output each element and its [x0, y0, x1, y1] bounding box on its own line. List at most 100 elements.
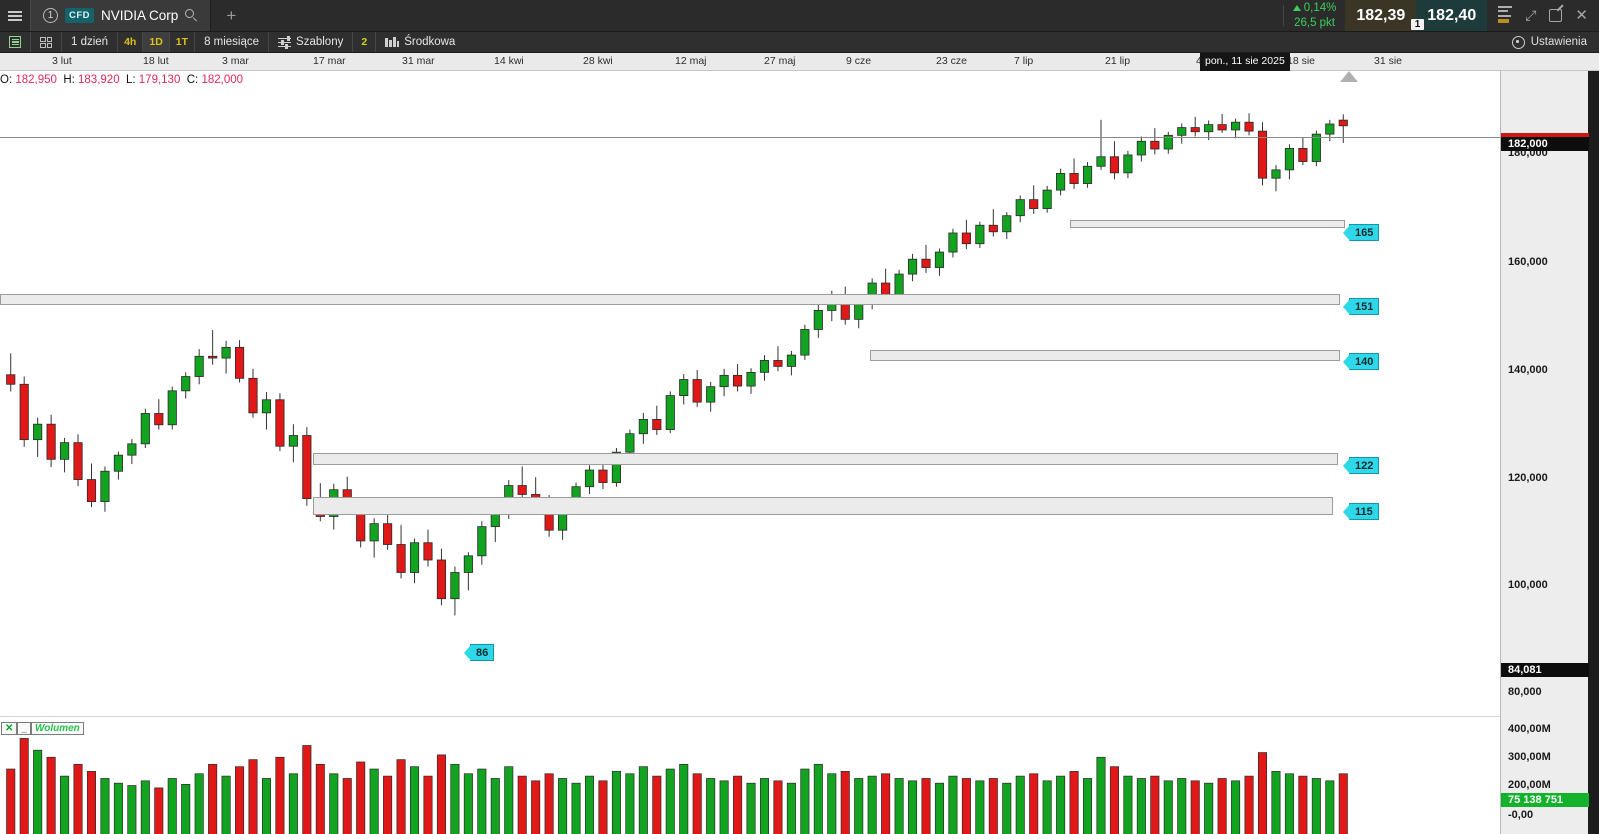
volume-axis-label: 300,00M [1508, 751, 1551, 763]
price-level-flag[interactable]: 122 [1349, 457, 1380, 474]
price-level-flag[interactable]: 86 [470, 644, 495, 661]
price-axis[interactable]: 180,000 160,000 140,000 120,000 100,000 80,00… [1500, 71, 1599, 834]
change-points: 26,5 pkt [1294, 16, 1335, 29]
current-volume-label: 75 138 751 [1501, 793, 1589, 807]
timeframe-4h[interactable]: 4h [118, 32, 144, 52]
ohlc-c-key: C: [186, 74, 199, 86]
date-axis[interactable]: 3 lut 18 lut 3 mar 17 mar 31 mar 14 kwi 28 kwi… [0, 53, 1599, 82]
indicator-count-badge[interactable]: 2 [353, 32, 377, 52]
add-tab-button[interactable]: + [226, 5, 237, 25]
symbol-name: NVIDIA Corp [101, 8, 179, 23]
range-label: 8 miesiące [204, 36, 260, 48]
date-axis-label: 28 kwi [583, 55, 613, 67]
cfd-badge: CFD [65, 8, 95, 23]
price-level-flag[interactable]: 115 [1349, 503, 1379, 520]
date-axis-label: 31 mar [402, 55, 435, 67]
current-price-label: 182,000 [1501, 133, 1589, 151]
settings-label: Ustawienia [1530, 36, 1587, 48]
ohlc-l-key: L: [125, 74, 136, 86]
date-tooltip: pon., 11 sie 2025 [1200, 53, 1290, 71]
expand-arrows-icon[interactable]: ⤢ [1525, 7, 1537, 23]
date-axis-label: 12 maj [675, 55, 707, 67]
templates-label: Szablony [296, 36, 344, 48]
timeframe-1d[interactable]: 1D [143, 32, 170, 52]
price-level-flag[interactable]: 140 [1349, 353, 1380, 370]
close-x-icon[interactable]: ✕ [1, 722, 18, 735]
price-axis-label: 100,000 [1508, 579, 1548, 591]
date-axis-label: 31 sie [1374, 55, 1403, 67]
title-bar: 1 CFD NVIDIA Corp + 0,14% 26,5 pkt 182,3… [0, 0, 1599, 32]
volume-title: Wolumen [30, 722, 84, 735]
volume-pane[interactable]: ✕ _ Wolumen [0, 716, 1500, 834]
volume-zero-label: -0,00 [1508, 809, 1534, 821]
date-axis-label: 17 mar [313, 55, 346, 67]
sliders-icon [278, 36, 292, 49]
grid-layout-icon[interactable] [31, 32, 62, 52]
date-axis-label: 21 lip [1105, 55, 1131, 67]
settings-button[interactable]: Ustawienia [1511, 32, 1599, 52]
date-axis-label: 9 cze [846, 55, 872, 67]
ask-price[interactable]: 182,40 [1416, 0, 1488, 31]
price-axis-label: 160,000 [1508, 256, 1548, 268]
popout-window-icon[interactable] [1549, 9, 1563, 22]
magnifier-icon[interactable] [185, 9, 198, 22]
bid-value: 182,39 [1356, 6, 1406, 24]
date-axis-label: 27 maj [764, 55, 796, 67]
lot-size-badge: 1 [1410, 19, 1425, 30]
date-axis-label: 3 lut [52, 55, 72, 67]
volume-axis-label: 400,00M [1508, 723, 1551, 735]
chart-type-button[interactable]: Środkowa [376, 32, 464, 52]
divider [1282, 5, 1284, 26]
change-percent: 0,14% [1303, 1, 1337, 14]
templates-button[interactable]: Szablony [269, 32, 354, 52]
date-axis-label: 23 cze [936, 55, 967, 67]
ohlc-h-key: H: [63, 74, 75, 86]
candlestick-icon [385, 36, 400, 48]
price-axis-label: 140,000 [1508, 364, 1548, 376]
candlestick-chart[interactable]: 165 151 140 122 115 86 [0, 90, 1500, 715]
low-price-label: 84,081 [1501, 663, 1589, 677]
symbol-tab[interactable]: 1 CFD NVIDIA Corp [30, 0, 212, 31]
quote-panel: 0,14% 26,5 pkt 182,39 1 182,40 ⤢ ✕ [1282, 0, 1599, 31]
range-selector[interactable]: 8 miesiące [195, 32, 270, 52]
price-level-flag[interactable]: 165 [1349, 224, 1380, 241]
crosshair-cursor-marker[interactable] [1340, 71, 1358, 82]
minimize-icon[interactable]: _ [17, 722, 31, 735]
ohlc-readout: O: 182,950 H: 183,920 L: 179,130 C: 182,… [0, 74, 243, 86]
support-resistance-zone[interactable] [0, 294, 1340, 305]
price-axis-label: 120,000 [1508, 472, 1548, 484]
chart-toolbar: 1 dzień 4h 1D 1T 8 miesiące Szablony 2 Ś… [0, 32, 1599, 53]
ohlc-o-value: 182,950 [15, 74, 57, 86]
price-level-flag[interactable]: 151 [1349, 298, 1380, 315]
support-resistance-zone[interactable] [870, 350, 1340, 361]
price-axis-scrollbar[interactable] [1588, 71, 1599, 834]
ohlc-c-value: 182,000 [201, 74, 244, 86]
interval-selector[interactable]: 1 dzień [62, 32, 119, 52]
tab-index-badge: 1 [43, 8, 58, 23]
ask-value: 182,40 [1427, 6, 1477, 24]
volume-pane-header: ✕ _ Wolumen [1, 722, 84, 735]
ohlc-h-value: 183,920 [78, 74, 120, 86]
date-axis-label: 3 mar [222, 55, 249, 67]
volume-axis-label: 200,00M [1508, 779, 1551, 791]
support-resistance-zone[interactable] [313, 497, 1333, 515]
bid-price[interactable]: 182,39 1 [1345, 0, 1425, 31]
candlestick-series [6, 113, 1348, 616]
list-lines-icon[interactable] [1498, 5, 1513, 26]
ohlc-l-value: 179,130 [138, 74, 181, 86]
arrow-up-icon [1292, 5, 1301, 12]
timeframe-1t[interactable]: 1T [170, 32, 196, 52]
close-x-icon[interactable]: ✕ [1575, 7, 1588, 24]
price-axis-label: 80,000 [1508, 686, 1542, 698]
support-resistance-zone[interactable] [313, 453, 1338, 465]
change-display: 0,14% 26,5 pkt [1284, 0, 1346, 31]
date-axis-label: 18 sie [1287, 55, 1316, 67]
list-view-icon[interactable] [0, 32, 31, 52]
chart-type-label: Środkowa [404, 36, 456, 48]
date-axis-label: 18 lut [143, 55, 169, 67]
hamburger-menu-icon[interactable] [0, 0, 30, 31]
date-axis-label: 14 kwi [494, 55, 524, 67]
date-axis-label: 7 lip [1014, 55, 1034, 67]
support-resistance-zone[interactable] [1070, 220, 1345, 228]
gear-icon [1511, 35, 1525, 49]
